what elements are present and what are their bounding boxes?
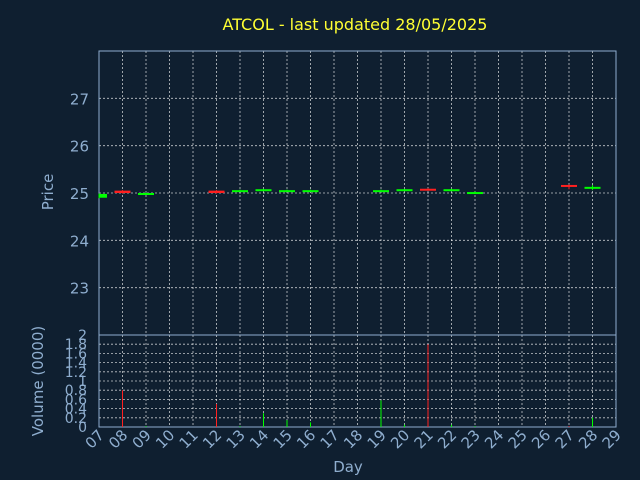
volume-tick-label: 2 <box>78 328 87 344</box>
x-tick-label: 15 <box>270 426 296 452</box>
candle-body <box>420 188 436 191</box>
volume-tick-label: 1 <box>78 374 87 390</box>
volume-tick-label: 0 <box>78 420 87 436</box>
candle-body <box>279 190 295 193</box>
chart-title: ATCOL - last updated 28/05/2025 <box>223 15 488 34</box>
candle-body <box>373 190 389 193</box>
y-axis-label: Price <box>39 174 57 211</box>
price-axis: 23 24 25 26 27 <box>70 90 89 297</box>
volume-tick-label: 1.8 <box>65 337 87 353</box>
candle-body <box>138 193 154 195</box>
price-tick-label: 23 <box>70 280 89 298</box>
candle-body <box>584 186 601 189</box>
x-tick-label: 24 <box>481 426 507 452</box>
volume-tick-label: 0.8 <box>65 383 87 399</box>
x-axis: 0708091011121314151617181920212223242526… <box>82 426 625 452</box>
x-tick-label: 20 <box>387 426 413 452</box>
volume-bars <box>122 344 593 427</box>
price-tick-label: 27 <box>70 90 89 108</box>
candle-body <box>232 190 248 193</box>
x-tick-label: 27 <box>552 426 578 452</box>
candle-body <box>302 190 319 193</box>
price-grid <box>99 51 616 335</box>
price-tick-label: 24 <box>70 232 89 250</box>
x-tick-label: 10 <box>152 426 178 452</box>
x-tick-label: 22 <box>434 426 460 452</box>
volume-tick-label: 1.2 <box>65 365 87 381</box>
x-tick-label: 21 <box>411 426 437 452</box>
x-tick-label: 28 <box>575 426 601 452</box>
x-tick-label: 19 <box>364 426 390 452</box>
x-tick-label: 25 <box>505 426 531 452</box>
price-tick-label: 25 <box>70 185 89 203</box>
x-tick-label: 17 <box>317 426 343 452</box>
x-tick-label: 11 <box>176 426 202 452</box>
volume-panel-frame <box>98 334 617 428</box>
candles <box>98 184 601 199</box>
candle-body <box>114 190 131 193</box>
x-tick-label: 09 <box>129 426 155 452</box>
x-tick-label: 23 <box>458 426 484 452</box>
candle-body <box>396 189 413 192</box>
candle-body <box>467 192 483 195</box>
x-tick-label: 12 <box>199 426 225 452</box>
x-axis-label: Day <box>333 458 363 476</box>
candle-body <box>99 193 107 198</box>
volume-axis-label: Volume (0000) <box>29 326 47 436</box>
volume-tick-label: 1.4 <box>65 356 87 372</box>
candle-body <box>255 189 272 192</box>
candle-body <box>443 189 460 192</box>
candle-body <box>561 184 577 187</box>
x-tick-label: 14 <box>246 426 272 452</box>
volume-tick-label: 0.4 <box>65 402 87 418</box>
x-tick-label: 29 <box>599 426 625 452</box>
volume-axis: 00.20.40.60.811.21.41.61.82 <box>65 328 87 436</box>
x-tick-label: 16 <box>293 426 319 452</box>
volume-tick-label: 1.6 <box>65 346 87 362</box>
price-tick-label: 26 <box>70 138 89 156</box>
volume-tick-label: 0.2 <box>65 411 87 427</box>
x-tick-label: 08 <box>105 426 131 452</box>
x-tick-label: 18 <box>340 426 366 452</box>
volume-tick-label: 0.6 <box>65 392 87 408</box>
x-tick-label: 13 <box>223 426 249 452</box>
candle-body <box>208 190 225 193</box>
x-tick-label: 26 <box>528 426 554 452</box>
volume-grid <box>99 335 616 427</box>
